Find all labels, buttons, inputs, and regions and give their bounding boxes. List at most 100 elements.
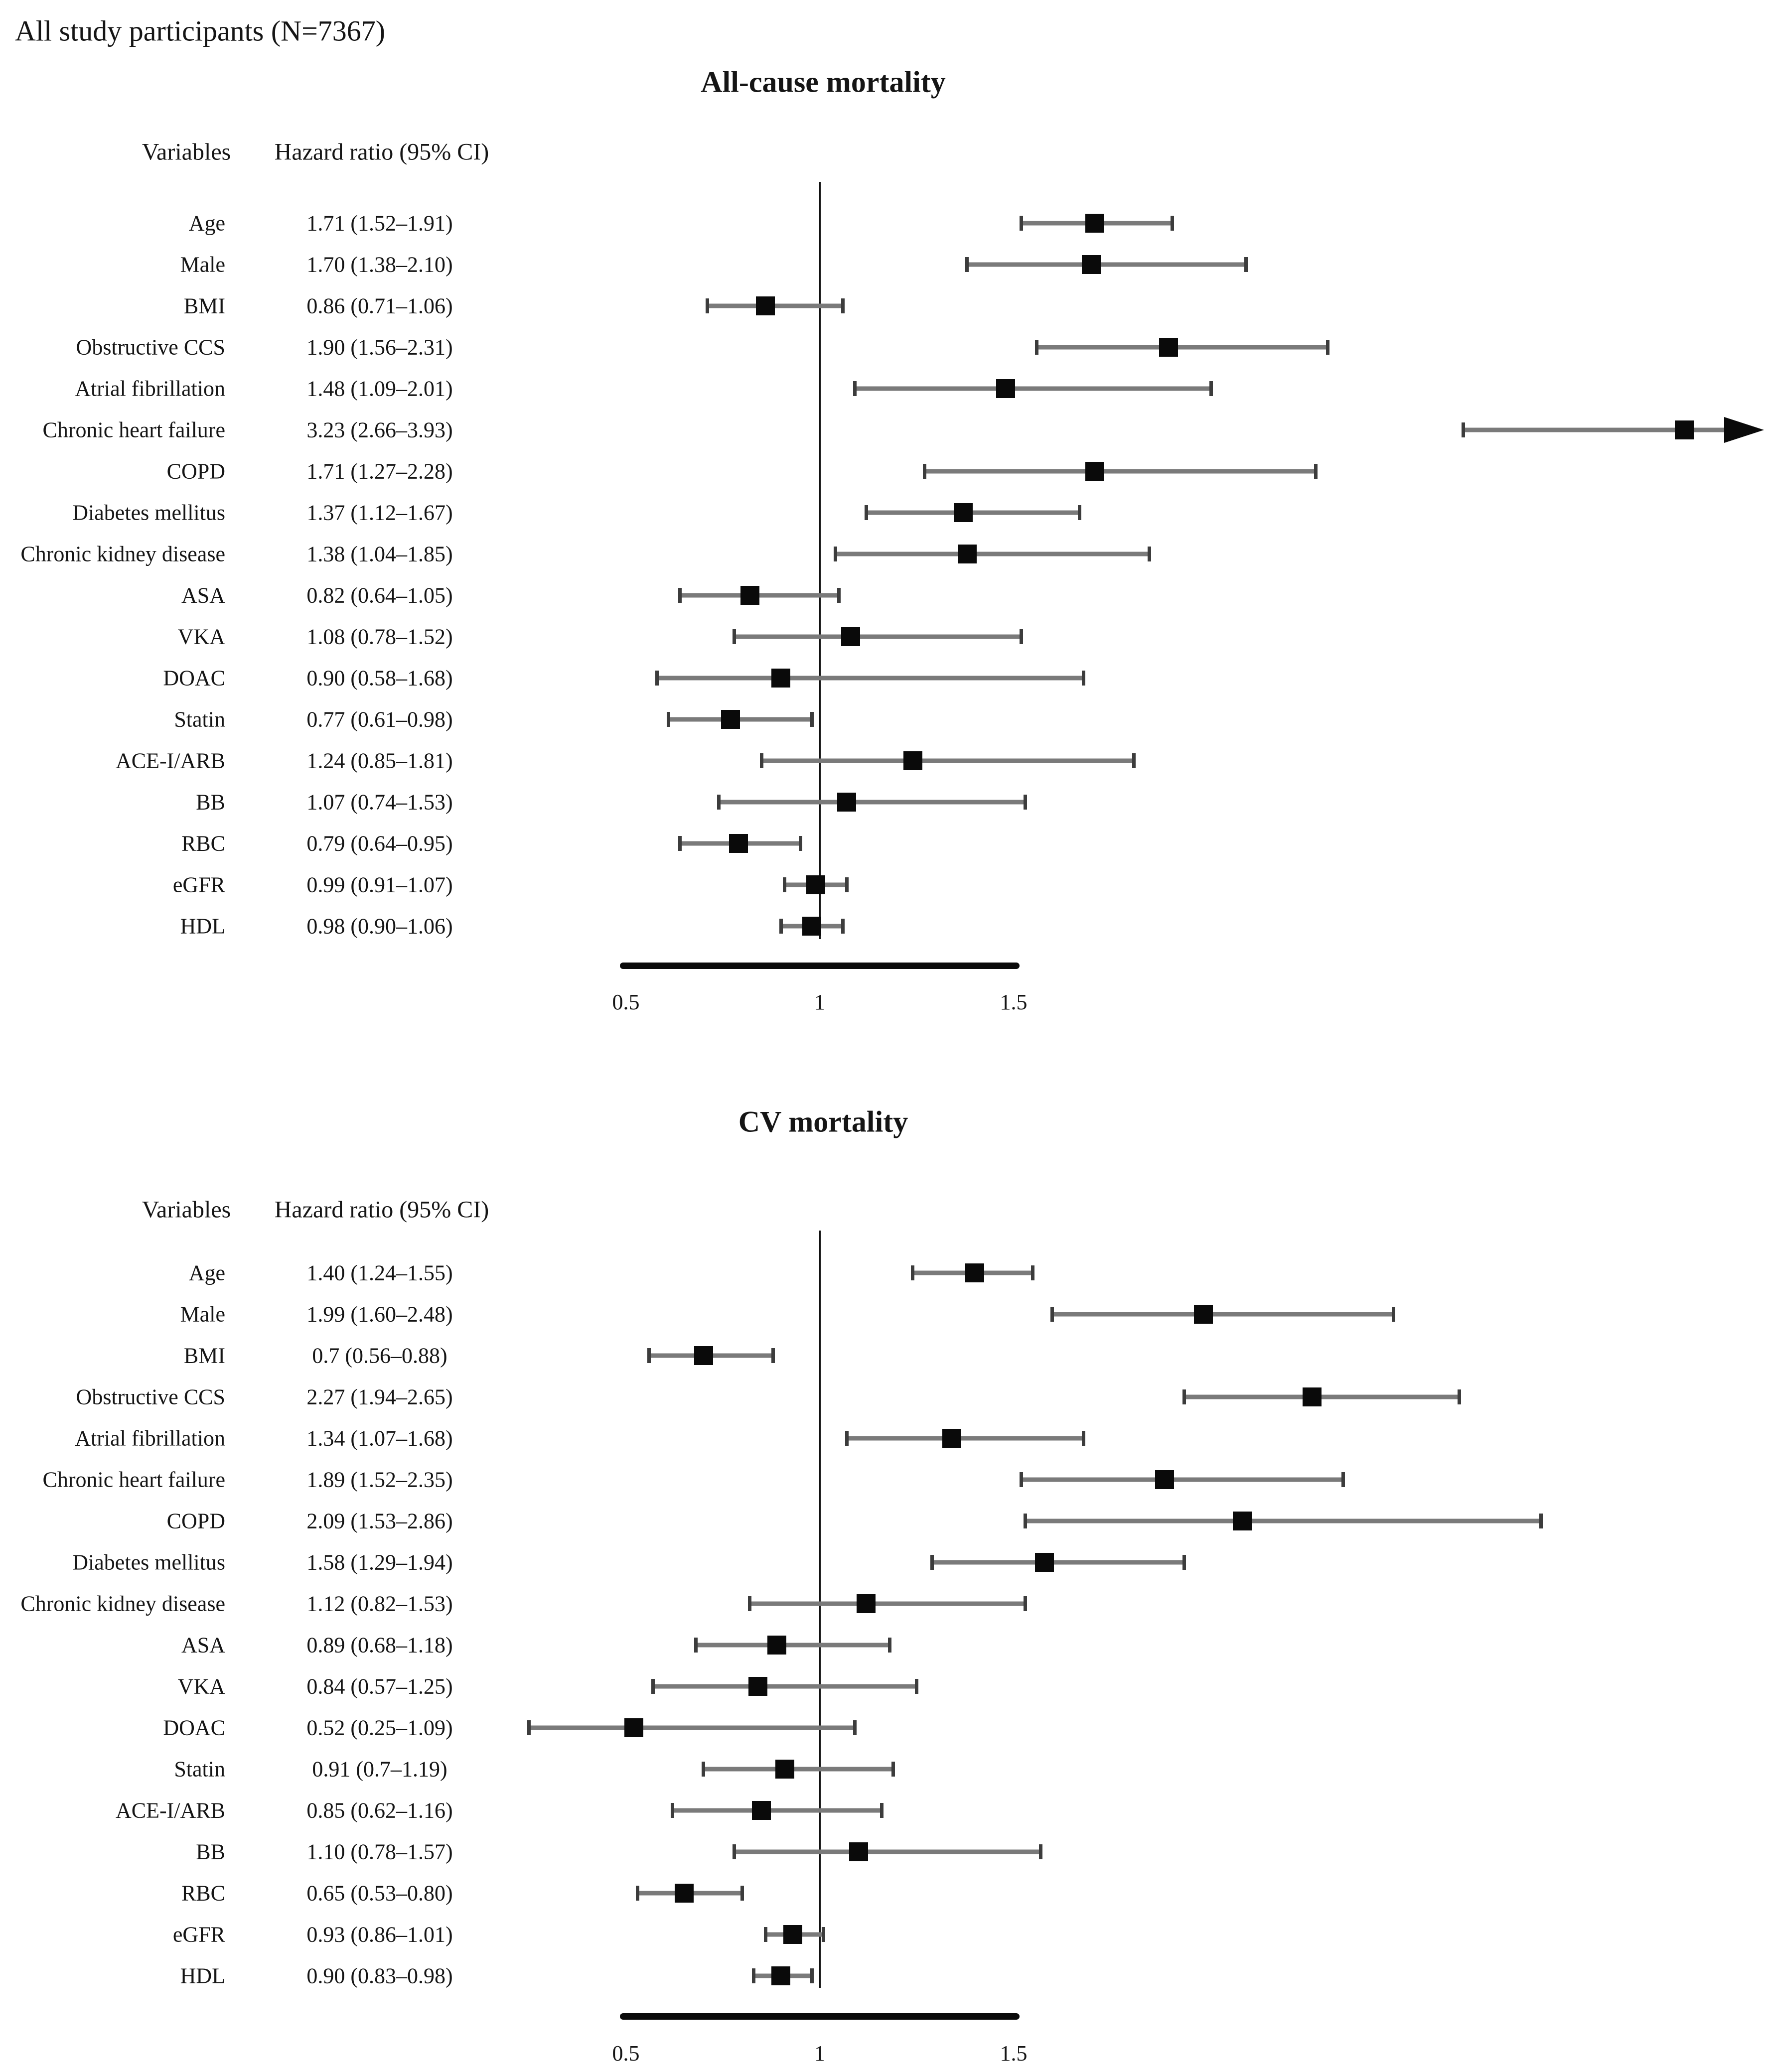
ci-cap-right [1209,381,1213,396]
ci-bar [1052,1312,1394,1317]
ci-cap-left [635,1886,639,1901]
panel-title: CV mortality [738,1105,908,1138]
row-value: 0.98 (0.90–1.06) [306,914,453,939]
hr-marker [1081,255,1101,274]
ci-cap-left [930,1555,934,1570]
ci-cap-left [667,712,671,727]
hr-marker [806,875,826,894]
ci-bar [1036,345,1328,350]
row-label: Obstructive CCS [76,1384,225,1409]
row-label: Diabetes mellitus [72,500,225,525]
ci-bar [707,303,843,308]
row-label: Obstructive CCS [76,335,225,360]
ci-cap-right [1539,1514,1543,1528]
panel-title: All-cause mortality [701,65,946,99]
ci-bar [734,1849,1041,1854]
row-label: BB [196,1839,225,1864]
row-label: BMI [183,1343,225,1368]
row-value: 1.38 (1.04–1.85) [306,542,453,566]
column-header-hazard-ratio: Hazard ratio (95% CI) [274,1196,489,1223]
x-axis-tick-label: 1.5 [1000,2041,1028,2066]
ci-cap-right [1023,795,1027,810]
ci-bar [835,552,1150,556]
row-value: 1.70 (1.38–2.10) [306,252,453,277]
hr-marker [849,1842,868,1861]
ci-cap-left [853,381,857,396]
ci-cap-right [1031,1265,1035,1280]
ci-cap-left [763,1927,767,1942]
row-label: VKA [177,624,225,649]
row-value: 1.10 (0.78–1.57) [306,1839,453,1864]
arrow-right-icon [1724,417,1764,443]
ci-bar [749,1601,1026,1606]
ci-cap-right [1314,464,1318,479]
ci-bar [1184,1394,1460,1399]
row-value: 0.52 (0.25–1.09) [306,1715,453,1740]
row-label: BMI [183,293,225,318]
ci-cap-right [1081,1431,1085,1446]
row-value: 0.65 (0.53–0.80) [306,1881,453,1906]
hr-marker [771,1966,791,1985]
hr-marker [1194,1305,1213,1324]
row-value: 0.93 (0.86–1.01) [306,1922,453,1947]
hr-marker [802,917,822,936]
row-value: 1.71 (1.27–2.28) [306,459,453,484]
hr-marker [767,1636,787,1655]
ci-bar [657,676,1084,681]
row-value: 0.91 (0.7–1.19) [312,1757,447,1782]
ci-cap-right [771,1348,775,1363]
ci-cap-left [965,257,969,272]
row-value: 1.08 (0.78–1.52) [306,624,453,649]
ci-cap-right [822,1927,826,1942]
row-label: Statin [174,707,225,732]
x-axis-line [620,2013,1020,2020]
ci-bar [668,717,812,722]
hr-marker [721,710,740,729]
row-label: eGFR [172,872,225,897]
ci-cap-right [1147,547,1151,561]
ci-cap-right [1038,1844,1042,1859]
x-axis-tick-label: 0.5 [612,990,640,1014]
ci-bar [866,510,1080,515]
ci-bar [1025,1519,1541,1523]
row-value: 0.89 (0.68–1.18) [306,1633,453,1658]
ci-cap-left [705,298,709,313]
ci-bar [847,1436,1084,1441]
ci-bar [719,800,1026,805]
column-header-variables: Variables [142,1196,231,1223]
row-label: Atrial fibrillation [75,1426,225,1451]
hr-marker [953,503,973,522]
ci-cap-right [1081,671,1085,686]
ci-cap-left [833,547,837,561]
row-label: HDL [180,914,225,939]
row-value: 1.07 (0.74–1.53) [306,790,453,815]
row-label: COPD [166,459,225,484]
hr-marker [674,1884,694,1903]
ci-cap-left [694,1638,698,1653]
ci-cap-left [1020,1472,1024,1487]
row-label: RBC [181,1881,225,1906]
ci-bar [924,469,1316,474]
hr-marker [752,1801,771,1820]
x-axis-tick-label: 1.5 [1000,990,1028,1014]
ci-cap-right [880,1803,883,1818]
row-value: 0.7 (0.56–0.88) [312,1343,447,1368]
ci-cap-left [752,1968,756,1983]
ci-bar [696,1643,890,1648]
row-value: 1.99 (1.60–2.48) [306,1302,453,1327]
hr-marker [903,751,922,770]
row-value: 1.34 (1.07–1.68) [306,1426,453,1451]
ci-bar [653,1684,917,1689]
row-value: 1.37 (1.12–1.67) [306,500,453,525]
ci-cap-right [1077,505,1081,520]
ci-cap-right [841,298,845,313]
ci-cap-left [702,1762,706,1777]
ci-cap-left [678,836,682,851]
row-value: 1.24 (0.85–1.81) [306,748,453,773]
reference-line [819,182,821,939]
ci-bar [1463,427,1724,432]
ci-cap-left [748,1596,752,1611]
ci-cap-left [1461,422,1465,437]
ci-cap-right [915,1679,918,1694]
